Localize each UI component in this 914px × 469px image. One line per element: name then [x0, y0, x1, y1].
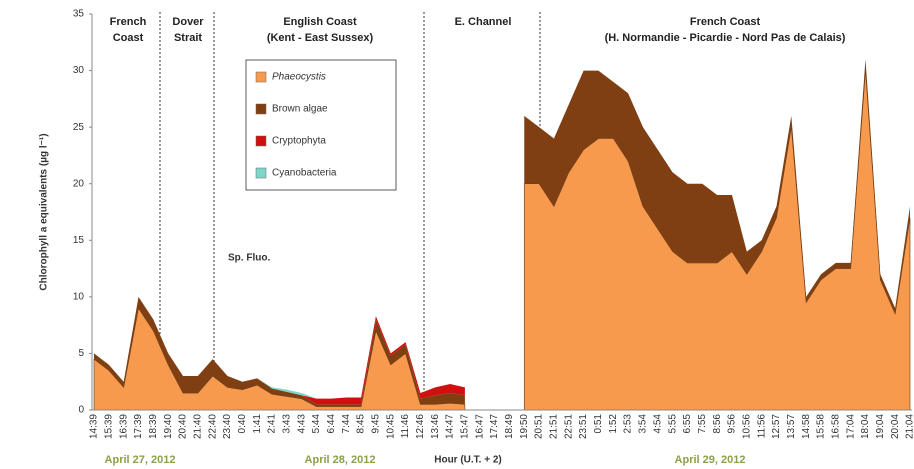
x-tick-label: 2:53 [623, 414, 634, 434]
region-label: Dover [172, 16, 204, 28]
x-tick-label: 10:56 [741, 414, 752, 439]
y-tick-label: 20 [73, 178, 85, 189]
y-tick-label: 25 [73, 122, 85, 133]
date-label: April 28, 2012 [305, 454, 376, 466]
x-tick-label: 13:46 [430, 414, 441, 439]
x-tick-label: 11:46 [400, 414, 411, 439]
x-tick-label: 22:51 [563, 414, 574, 439]
x-tick-label: 0:51 [593, 414, 604, 434]
x-tick-label: 17:47 [489, 414, 500, 439]
region-label: Coast [113, 32, 144, 44]
x-tick-label: 8:45 [356, 414, 367, 434]
x-tick-label: 16:39 [118, 414, 129, 439]
x-tick-label: 13:57 [786, 414, 797, 439]
x-tick-label: 11:56 [756, 414, 767, 439]
x-tick-label: 5:44 [311, 414, 322, 434]
legend-label: Cryptophyta [272, 136, 326, 147]
x-tick-label: 21:04 [905, 414, 914, 439]
x-tick-label: 19:04 [875, 414, 886, 439]
x-tick-label: 3:54 [638, 414, 649, 434]
x-tick-label: 9:56 [727, 414, 738, 434]
x-tick-label: 10:45 [385, 414, 396, 439]
x-tick-label: 21:40 [192, 414, 203, 439]
x-tick-label: 6:55 [682, 414, 693, 434]
legend-label: Brown algae [272, 104, 328, 115]
x-tick-label: 20:40 [178, 414, 189, 439]
x-tick-label: 2:41 [267, 414, 278, 434]
x-tick-label: 12:57 [771, 414, 782, 439]
y-tick-label: 15 [73, 235, 85, 246]
legend-swatch [255, 167, 267, 179]
legend-box [245, 59, 397, 191]
x-tick-label: 19:50 [519, 414, 530, 439]
legend-swatch [255, 103, 267, 115]
x-axis-label: Hour (U.T. + 2) [434, 455, 502, 466]
annotation: Sp. Fluo. [228, 253, 270, 264]
x-tick-label: 5:55 [667, 414, 678, 434]
x-tick-label: 15:58 [816, 414, 827, 439]
x-tick-label: 7:44 [341, 414, 352, 434]
x-tick-label: 14:39 [89, 414, 100, 439]
y-tick-label: 35 [73, 9, 85, 20]
x-tick-label: 1:52 [608, 414, 619, 434]
x-tick-label: 3:43 [282, 414, 293, 434]
x-tick-label: 18:04 [860, 414, 871, 439]
date-label: April 27, 2012 [105, 454, 176, 466]
x-tick-label: 17:04 [845, 414, 856, 439]
x-tick-label: 6:44 [326, 414, 337, 434]
region-label: French Coast [690, 16, 761, 28]
x-tick-label: 23:40 [222, 414, 233, 439]
x-tick-label: 14:58 [801, 414, 812, 439]
legend-label: Cyanobacteria [272, 168, 337, 179]
x-tick-label: 7:55 [697, 414, 708, 434]
y-tick-label: 10 [73, 291, 85, 302]
x-tick-label: 18:39 [148, 414, 159, 439]
x-tick-label: 15:39 [103, 414, 114, 439]
y-tick-label: 0 [78, 405, 84, 416]
legend-swatch [255, 135, 267, 147]
y-tick-label: 5 [78, 348, 84, 359]
x-tick-label: 14:47 [445, 414, 456, 439]
area [94, 296, 465, 405]
x-tick-label: 19:40 [163, 414, 174, 439]
date-label: April 29, 2012 [675, 454, 746, 466]
x-tick-label: 22:40 [207, 414, 218, 439]
x-tick-label: 4:54 [652, 414, 663, 434]
y-axis-label: Chlorophyll a equivalents (µg l⁻¹) [39, 133, 50, 290]
region-label: (Kent - East Sussex) [267, 32, 374, 44]
x-tick-label: 20:04 [890, 414, 901, 439]
region-label: Strait [174, 32, 202, 44]
x-tick-label: 1:41 [252, 414, 263, 434]
x-tick-label: 0:40 [237, 414, 248, 434]
x-tick-label: 8:56 [712, 414, 723, 434]
x-tick-label: 20:51 [534, 414, 545, 439]
region-label: English Coast [283, 16, 357, 28]
x-tick-label: 9:45 [371, 414, 382, 434]
x-tick-label: 15:47 [460, 414, 471, 439]
x-tick-label: 21:51 [549, 414, 560, 439]
x-tick-label: 16:47 [474, 414, 485, 439]
x-tick-label: 23:51 [578, 414, 589, 439]
x-tick-label: 16:58 [830, 414, 841, 439]
x-tick-label: 4:43 [296, 414, 307, 434]
legend-swatch [255, 71, 267, 83]
area [94, 296, 465, 407]
x-tick-label: 12:46 [415, 414, 426, 439]
x-tick-label: 17:39 [133, 414, 144, 439]
x-tick-label: 18:49 [504, 414, 515, 439]
legend-label: Phaeocystis [272, 72, 326, 83]
region-label: (H. Normandie - Picardie - Nord Pas de C… [605, 32, 846, 44]
area [524, 59, 910, 314]
region-label: E. Channel [455, 16, 512, 28]
y-tick-label: 30 [73, 65, 85, 76]
region-label: French [110, 16, 147, 28]
